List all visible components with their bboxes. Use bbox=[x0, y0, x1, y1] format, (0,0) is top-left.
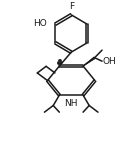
Text: F: F bbox=[69, 2, 74, 11]
Text: OH: OH bbox=[103, 57, 116, 66]
Polygon shape bbox=[83, 57, 95, 66]
Text: HO: HO bbox=[33, 19, 47, 28]
Text: NH: NH bbox=[65, 99, 78, 108]
